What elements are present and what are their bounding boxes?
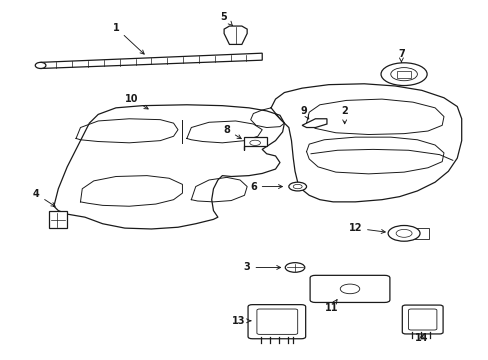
- FancyBboxPatch shape: [403, 228, 428, 239]
- Text: 8: 8: [223, 125, 241, 139]
- FancyBboxPatch shape: [247, 305, 305, 339]
- Text: 11: 11: [324, 300, 337, 313]
- FancyBboxPatch shape: [402, 305, 442, 334]
- Ellipse shape: [35, 62, 46, 68]
- FancyBboxPatch shape: [256, 309, 297, 334]
- Polygon shape: [41, 53, 262, 68]
- Text: 2: 2: [341, 106, 347, 124]
- Text: 14: 14: [414, 333, 427, 343]
- Text: 10: 10: [125, 94, 148, 109]
- Circle shape: [293, 184, 302, 189]
- Circle shape: [340, 284, 359, 294]
- FancyBboxPatch shape: [49, 211, 67, 228]
- Text: 3: 3: [244, 262, 280, 273]
- Text: 13: 13: [231, 316, 250, 326]
- Circle shape: [288, 182, 306, 191]
- Text: 12: 12: [348, 223, 385, 233]
- Polygon shape: [244, 137, 266, 150]
- Text: 1: 1: [112, 23, 144, 54]
- Text: 5: 5: [220, 12, 232, 26]
- Text: 4: 4: [33, 189, 55, 206]
- Circle shape: [249, 140, 260, 145]
- Polygon shape: [224, 26, 246, 44]
- Circle shape: [285, 263, 304, 272]
- FancyBboxPatch shape: [309, 275, 389, 302]
- Circle shape: [395, 229, 411, 237]
- Circle shape: [390, 68, 417, 81]
- Text: 6: 6: [249, 181, 282, 192]
- FancyBboxPatch shape: [396, 71, 410, 78]
- Circle shape: [387, 225, 419, 241]
- Circle shape: [380, 63, 426, 86]
- Text: 9: 9: [300, 106, 308, 119]
- FancyBboxPatch shape: [407, 309, 436, 330]
- Polygon shape: [302, 119, 326, 127]
- Text: 7: 7: [397, 49, 404, 62]
